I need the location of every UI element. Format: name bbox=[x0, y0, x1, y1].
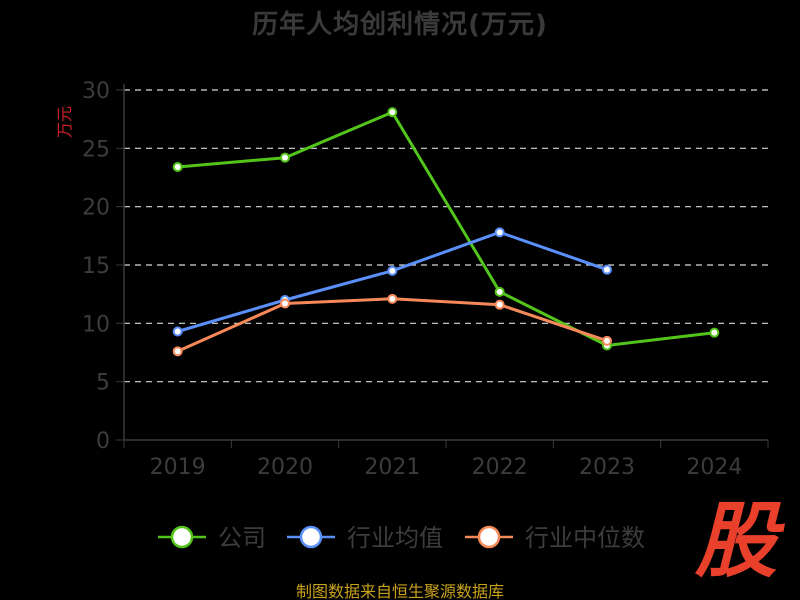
data-point bbox=[494, 286, 505, 297]
stock-logo-stamp: 股 bbox=[695, 494, 777, 589]
legend-marker bbox=[477, 525, 501, 549]
y-axis-label: 万元 bbox=[55, 106, 74, 138]
data-point bbox=[172, 346, 183, 357]
series-line bbox=[177, 230, 608, 333]
data-point bbox=[172, 162, 183, 172]
y-tick-label: 15 bbox=[82, 254, 110, 279]
data-point bbox=[709, 327, 720, 338]
x-tick-label: 2020 bbox=[257, 455, 313, 480]
series-line bbox=[177, 297, 608, 353]
data-point bbox=[387, 265, 398, 276]
data-point bbox=[280, 298, 290, 309]
data-point bbox=[172, 326, 183, 337]
data-point bbox=[494, 299, 505, 310]
y-tick-label: 30 bbox=[82, 79, 110, 104]
x-tick-label: 2023 bbox=[579, 455, 635, 480]
y-tick-label: 10 bbox=[82, 312, 110, 337]
data-point bbox=[602, 264, 612, 275]
x-tick-label: 2024 bbox=[686, 455, 742, 480]
legend-label: 公司 bbox=[218, 524, 266, 552]
legend-marker bbox=[299, 525, 323, 549]
x-tick-label: 2022 bbox=[472, 455, 528, 480]
legend-marker bbox=[170, 525, 194, 549]
x-tick-label: 2021 bbox=[364, 455, 420, 480]
legend-label: 行业中位数 bbox=[525, 524, 645, 552]
y-tick-label: 5 bbox=[96, 371, 110, 396]
x-tick-label: 2019 bbox=[150, 455, 206, 480]
series-line bbox=[177, 110, 715, 347]
data-point bbox=[387, 293, 398, 304]
y-tick-label: 0 bbox=[96, 429, 110, 454]
y-tick-label: 25 bbox=[82, 137, 110, 162]
source-note: 制图数据来自恒生聚源数据库 bbox=[295, 582, 504, 600]
legend-label: 行业均值 bbox=[347, 524, 443, 552]
y-tick-label: 20 bbox=[82, 196, 110, 221]
data-point bbox=[387, 107, 398, 118]
chart-title: 历年人均创利情况(万元) bbox=[252, 10, 548, 40]
data-point bbox=[602, 335, 612, 346]
data-point bbox=[494, 227, 505, 238]
data-point bbox=[280, 152, 290, 163]
